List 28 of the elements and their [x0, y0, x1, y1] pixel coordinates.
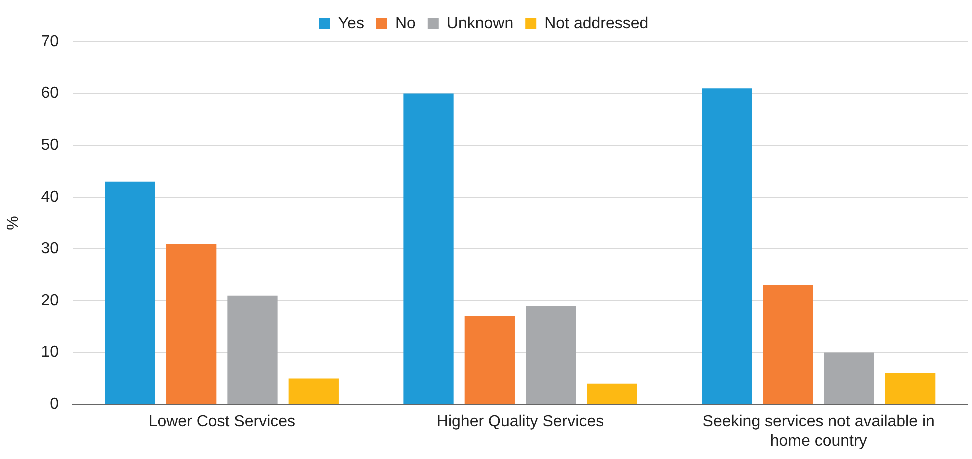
- x-tick-label: Higher Quality Services: [436, 414, 604, 431]
- bar: [166, 244, 217, 404]
- bar: [885, 374, 936, 404]
- bar: [526, 306, 576, 404]
- legend-label: Unknown: [446, 15, 514, 32]
- legend-label: No: [395, 15, 416, 32]
- bar: [464, 316, 515, 404]
- y-tick-label: 70: [41, 33, 60, 50]
- legend-label: Yes: [338, 15, 364, 32]
- y-tick-label: 60: [41, 85, 60, 102]
- bar: [587, 384, 638, 404]
- y-tick-label: 0: [50, 396, 60, 414]
- bar: [105, 182, 156, 404]
- legend-label: Not addressed: [544, 15, 649, 32]
- bar: [404, 94, 454, 404]
- x-tick-label: Seeking services not available in home country: [702, 414, 935, 450]
- y-tick-label: 50: [41, 137, 60, 154]
- bar: [288, 378, 339, 404]
- y-tick-label: 10: [41, 344, 60, 362]
- y-axis-title: %: [5, 216, 22, 230]
- y-tick-label: 30: [41, 240, 60, 258]
- bar: [702, 88, 752, 404]
- bar: [824, 352, 874, 404]
- y-tick-label: 20: [41, 292, 60, 310]
- y-tick-label: 40: [41, 188, 60, 206]
- bar: [763, 285, 814, 404]
- x-tick-label: Lower Cost Services: [148, 414, 296, 431]
- bar: [228, 296, 278, 404]
